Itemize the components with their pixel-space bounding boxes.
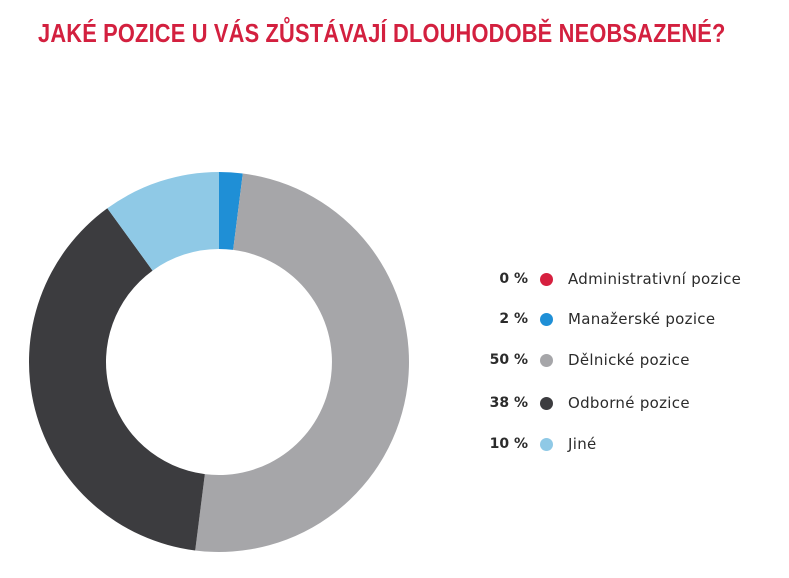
legend-label: Odborné pozice [568,394,690,412]
legend-swatch [540,353,553,367]
donut-slice-3 [195,173,410,552]
chart-title: JAKÉ POZICE U VÁS ZŮSTÁVAJÍ DLOUHODOBĚ N… [38,18,726,48]
donut-slice-4 [28,208,205,551]
donut-slice-5 [107,172,219,271]
legend-value: 2 % [499,311,528,327]
legend-swatch [540,312,553,326]
legend-label: Jiné [568,435,597,453]
legend-item: 10 % Jiné [470,433,597,455]
legend-label: Manažerské pozice [568,310,716,328]
legend-value: 0 % [499,271,528,287]
legend-swatch [540,396,553,410]
legend-value: 50 % [489,352,528,368]
legend-item: 38 % Odborné pozice [470,392,690,414]
legend-label: Administrativní pozice [568,270,742,288]
legend-value: 10 % [489,436,528,452]
legend-item: 0 % Administrativní pozice [470,268,741,290]
legend-value: 38 % [489,395,528,411]
legend-swatch [540,272,553,286]
legend-label: Dělnické pozice [568,351,690,369]
legend-item: 50 % Dělnické pozice [470,349,690,371]
donut-slice-2 [219,172,243,250]
legend-swatch [540,437,553,451]
legend-item: 2 % Manažerské pozice [470,308,715,330]
